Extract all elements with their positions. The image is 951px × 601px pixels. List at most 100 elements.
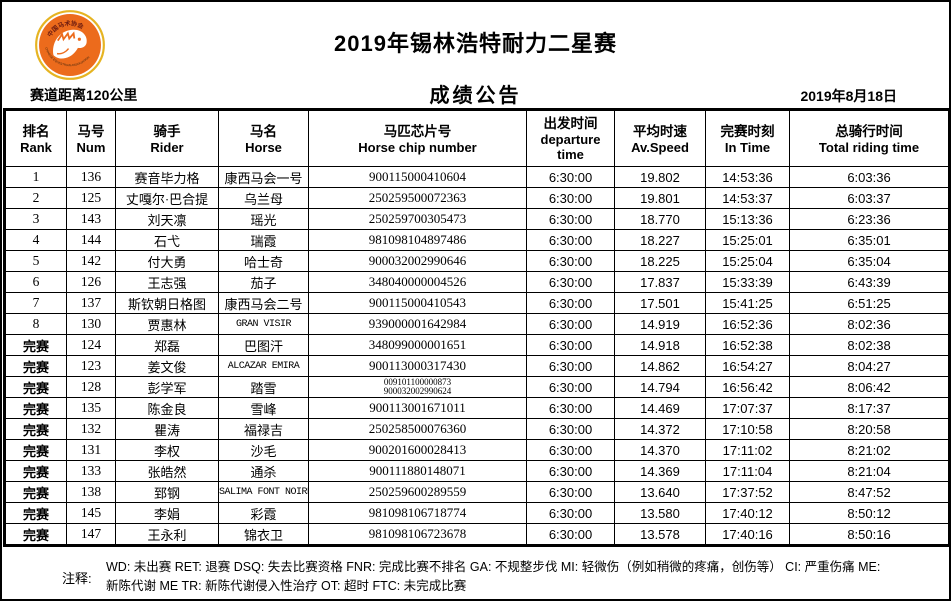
horse-cell: ALCAZAR EMIRA (218, 355, 309, 377)
departure-cell: 6:30:00 (526, 397, 615, 419)
rider-cell: 陈金良 (115, 397, 219, 419)
rank-cell: 完赛 (4, 334, 67, 356)
column-header-chip: 马匹芯片号 Horse chip number (308, 109, 527, 167)
table-row: 8 130 贾惠林 GRAN VISIR 939000001642984 6:30:00 1… (4, 313, 949, 335)
departure-cell: 6:30:00 (526, 502, 615, 524)
horse-cell: 通杀 (218, 460, 309, 482)
rider-cell: 王永利 (115, 523, 219, 546)
rank-cell: 5 (4, 250, 67, 272)
departure-cell: 6:30:00 (526, 229, 615, 251)
departure-cell: 6:30:00 (526, 208, 615, 230)
total-time-cell: 6:35:01 (789, 229, 949, 251)
rider-cell: 刘天凛 (115, 208, 219, 230)
total-time-cell: 6:35:04 (789, 250, 949, 272)
num-cell: 124 (66, 334, 116, 356)
chip-cell: 348040000004526 (308, 271, 527, 293)
table-row: 2 125 丈嘎尔·巴合提 乌兰母 250259500072363 6:30:00 19.8… (4, 187, 949, 209)
rank-cell: 8 (4, 313, 67, 335)
notes-text: WD: 未出赛 RET: 退赛 DSQ: 失去比赛资格 FNR: 完成比赛不排名… (106, 558, 880, 596)
rider-cell: 丈嘎尔·巴合提 (115, 187, 219, 209)
speed-cell: 14.794 (614, 376, 706, 398)
departure-cell: 6:30:00 (526, 250, 615, 272)
horse-cell: 踏雪 (218, 376, 309, 398)
speed-cell: 14.469 (614, 397, 706, 419)
horse-cell: 茄子 (218, 271, 309, 293)
departure-cell: 6:30:00 (526, 313, 615, 335)
horse-cell: 乌兰母 (218, 187, 309, 209)
horse-cell: 锦衣卫 (218, 523, 309, 546)
horse-cell: 瑞霞 (218, 229, 309, 251)
rank-cell: 4 (4, 229, 67, 251)
in-time-cell: 15:25:01 (705, 229, 790, 251)
horse-cell: 哈士奇 (218, 250, 309, 272)
speed-cell: 13.580 (614, 502, 706, 524)
table-row: 完赛 128 彭学军 踏雪 009101100000873 900032002990624… (4, 376, 949, 398)
rank-cell: 完赛 (4, 523, 67, 546)
rider-cell: 付大勇 (115, 250, 219, 272)
rider-cell: 王志强 (115, 271, 219, 293)
chip-cell: 900032002990646 (308, 250, 527, 272)
rank-cell: 完赛 (4, 355, 67, 377)
table-row: 5 142 付大勇 哈士奇 900032002990646 6:30:00 18.225 15… (4, 250, 949, 272)
in-time-cell: 14:53:37 (705, 187, 790, 209)
speed-cell: 18.770 (614, 208, 706, 230)
horse-cell: 巴图汗 (218, 334, 309, 356)
num-cell: 133 (66, 460, 116, 482)
in-time-cell: 15:33:39 (705, 271, 790, 293)
results-table: 排名 Rank 马号 Num 骑手 Rider 马名 Horse 马匹芯片号 Horse chip… (3, 108, 949, 547)
total-time-cell: 6:43:39 (789, 271, 949, 293)
chip-cell: 348099000001651 (308, 334, 527, 356)
table-row: 1 136 赛音毕力格 康西马会一号 900115000410604 6:30:00 19.… (4, 166, 949, 188)
speed-cell: 14.372 (614, 418, 706, 440)
speed-cell: 17.501 (614, 292, 706, 314)
speed-cell: 14.369 (614, 460, 706, 482)
num-cell: 138 (66, 481, 116, 503)
num-cell: 123 (66, 355, 116, 377)
rank-cell: 完赛 (4, 418, 67, 440)
rider-cell: 郑磊 (115, 334, 219, 356)
departure-cell: 6:30:00 (526, 334, 615, 356)
rider-cell: 张皓然 (115, 460, 219, 482)
table-row: 完赛 138 郅钢 SALIMA FONT NOIRE 250259600289559 6… (4, 481, 949, 503)
chip-cell: 900115000410604 (308, 166, 527, 188)
num-cell: 130 (66, 313, 116, 335)
horse-cell: 康西马会一号 (218, 166, 309, 188)
chip-cell: 250259600289559 (308, 481, 527, 503)
speed-cell: 17.837 (614, 271, 706, 293)
num-cell: 131 (66, 439, 116, 461)
in-time-cell: 17:40:16 (705, 523, 790, 546)
chip-cell: 981098106718774 (308, 502, 527, 524)
in-time-cell: 15:41:25 (705, 292, 790, 314)
departure-cell: 6:30:00 (526, 271, 615, 293)
rider-cell: 贾惠林 (115, 313, 219, 335)
table-row: 7 137 斯钦朝日格图 康西马会二号 900115000410543 6:30:00 17… (4, 292, 949, 314)
rank-cell: 完赛 (4, 460, 67, 482)
total-time-cell: 8:02:36 (789, 313, 949, 335)
total-time-cell: 8:04:27 (789, 355, 949, 377)
in-time-cell: 15:13:36 (705, 208, 790, 230)
rider-cell: 郅钢 (115, 481, 219, 503)
rider-cell: 石弋 (115, 229, 219, 251)
rank-cell: 完赛 (4, 502, 67, 524)
num-cell: 145 (66, 502, 116, 524)
rank-cell: 2 (4, 187, 67, 209)
speed-cell: 14.862 (614, 355, 706, 377)
column-header-speed: 平均时速 Av.Speed (614, 109, 706, 167)
race-date: 2019年8月18日 (800, 88, 897, 104)
total-time-cell: 6:03:37 (789, 187, 949, 209)
rank-cell: 完赛 (4, 481, 67, 503)
rank-cell: 7 (4, 292, 67, 314)
total-time-cell: 8:21:02 (789, 439, 949, 461)
in-time-cell: 16:56:42 (705, 376, 790, 398)
table-row: 完赛 147 王永利 锦衣卫 981098106723678 6:30:00 13.578 1… (4, 523, 949, 546)
rank-cell: 6 (4, 271, 67, 293)
rank-cell: 3 (4, 208, 67, 230)
departure-cell: 6:30:00 (526, 523, 615, 546)
chinese-equestrian-association-logo: 中国马术协会 CHINESE EQUESTRIAN ASSOCIATION (34, 9, 106, 81)
speed-cell: 19.801 (614, 187, 706, 209)
total-time-cell: 8:17:37 (789, 397, 949, 419)
in-time-cell: 17:11:02 (705, 439, 790, 461)
notes-line: WD: 未出赛 RET: 退赛 DSQ: 失去比赛资格 FNR: 完成比赛不排名… (106, 560, 881, 574)
num-cell: 126 (66, 271, 116, 293)
